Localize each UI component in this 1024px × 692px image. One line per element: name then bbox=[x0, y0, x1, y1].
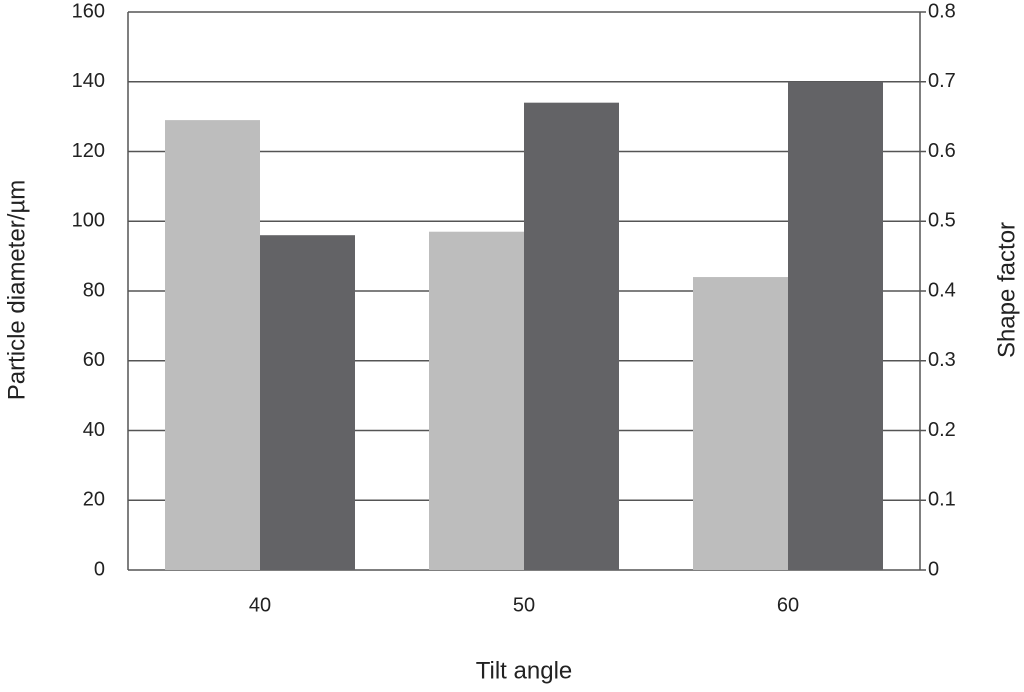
y-tick-label: 40 bbox=[83, 419, 105, 441]
y-tick-label: 140 bbox=[72, 70, 105, 92]
y2-axis-title: Shape factor bbox=[993, 222, 1020, 358]
y2-tick-label: 0.2 bbox=[928, 419, 956, 441]
y2-tick-label: 0.4 bbox=[928, 279, 956, 301]
bar bbox=[788, 81, 883, 570]
y-tick-label: 20 bbox=[83, 489, 105, 511]
x-axis-title: Tilt angle bbox=[476, 657, 573, 684]
y-axis-title: Particle diameter/µm bbox=[3, 180, 30, 401]
x-tick-label: 50 bbox=[513, 594, 535, 616]
y2-tick-label: 0.5 bbox=[928, 210, 956, 232]
y2-tick-label: 0.1 bbox=[928, 489, 956, 511]
y2-tick-label: 0.6 bbox=[928, 140, 956, 162]
y-tick-label: 60 bbox=[83, 349, 105, 371]
y-tick-label: 100 bbox=[72, 210, 105, 232]
y-tick-label: 0 bbox=[94, 558, 105, 580]
y-tick-label: 120 bbox=[72, 140, 105, 162]
bar bbox=[260, 235, 355, 570]
y2-tick-label: 0 bbox=[928, 558, 939, 580]
y-tick-label: 160 bbox=[72, 0, 105, 22]
bar bbox=[693, 277, 788, 570]
bar bbox=[524, 102, 619, 571]
y-tick-label: 80 bbox=[83, 279, 105, 301]
y2-tick-label: 0.3 bbox=[928, 349, 956, 371]
x-tick-label: 60 bbox=[777, 594, 799, 616]
y2-tick-label: 0.7 bbox=[928, 70, 956, 92]
bar bbox=[429, 231, 524, 570]
x-tick-label: 40 bbox=[249, 594, 271, 616]
y2-tick-label: 0.8 bbox=[928, 0, 956, 22]
bar bbox=[165, 120, 260, 571]
